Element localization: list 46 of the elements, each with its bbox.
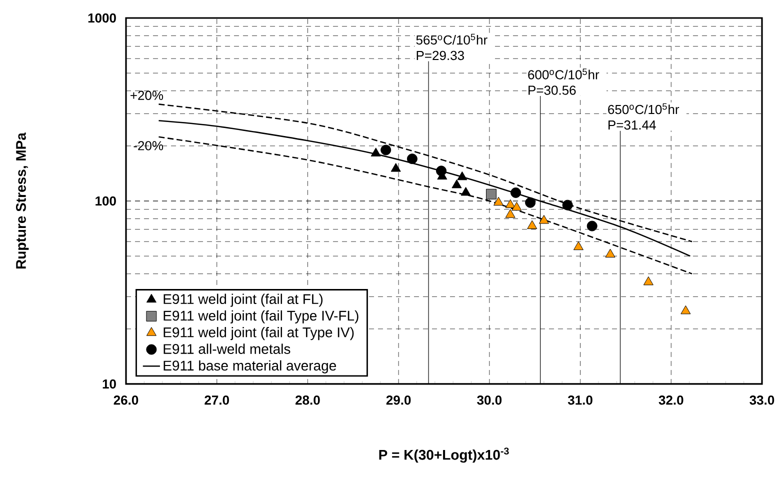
ref-line-label: 565$^{o}$C/10$^{5}$hr P=29.33 [416, 34, 488, 60]
point [605, 248, 616, 258]
point [486, 188, 496, 200]
x-tick-label: 27.0 [204, 396, 229, 405]
point [460, 186, 471, 196]
legend-label: E911 weld joint (fail Type IV-FL) [164, 310, 358, 324]
point [680, 305, 691, 314]
point [643, 276, 654, 286]
x-tick-label: 32.0 [658, 396, 684, 405]
x-tick-label: 33.0 [750, 396, 774, 405]
point [457, 171, 468, 180]
legend-label: E911 weld joint (fail at Type IV) [164, 327, 354, 340]
point [510, 187, 522, 198]
series-label: -20% [134, 141, 164, 150]
ref-line-label: 600$^{o}$C/10$^{5}$hr P=30.56 [528, 68, 600, 95]
point [512, 202, 522, 211]
point [527, 220, 538, 230]
point [370, 148, 381, 156]
point [573, 241, 584, 250]
point [390, 163, 401, 172]
series-label: +20% [130, 90, 164, 100]
point [505, 209, 516, 218]
ref-line-label: 650$^{o}$C/10$^{5}$hr P=31.44 [608, 103, 680, 130]
point [586, 220, 598, 232]
legend-label: E911 base material average [164, 360, 336, 374]
point [525, 197, 536, 208]
point [380, 144, 392, 156]
point [494, 196, 504, 206]
y-tick-label: 100 [96, 196, 116, 206]
point [562, 200, 573, 210]
point [406, 154, 418, 164]
y-tick-label: 1000 [88, 13, 116, 23]
legend-label: E911 all-weld metals [164, 344, 290, 354]
x-tick-label: 30.0 [477, 396, 502, 405]
y-axis-title: Rupture Stress, MPa [16, 132, 29, 269]
x-tick-label: 26.0 [114, 396, 138, 405]
x-tick-label: 29.0 [386, 396, 411, 405]
point [452, 179, 462, 188]
point [436, 166, 447, 176]
point [538, 214, 549, 224]
x-tick-label: 28.0 [296, 396, 320, 405]
legend-label: E911 weld joint (fail at FL) [164, 294, 323, 307]
x-axis-title: P = K(30+Logt)x10$^{-3}$ [379, 448, 509, 463]
point [505, 199, 516, 208]
x-tick-label: 31.0 [568, 396, 592, 405]
y-tick-label: 10 [102, 379, 116, 389]
